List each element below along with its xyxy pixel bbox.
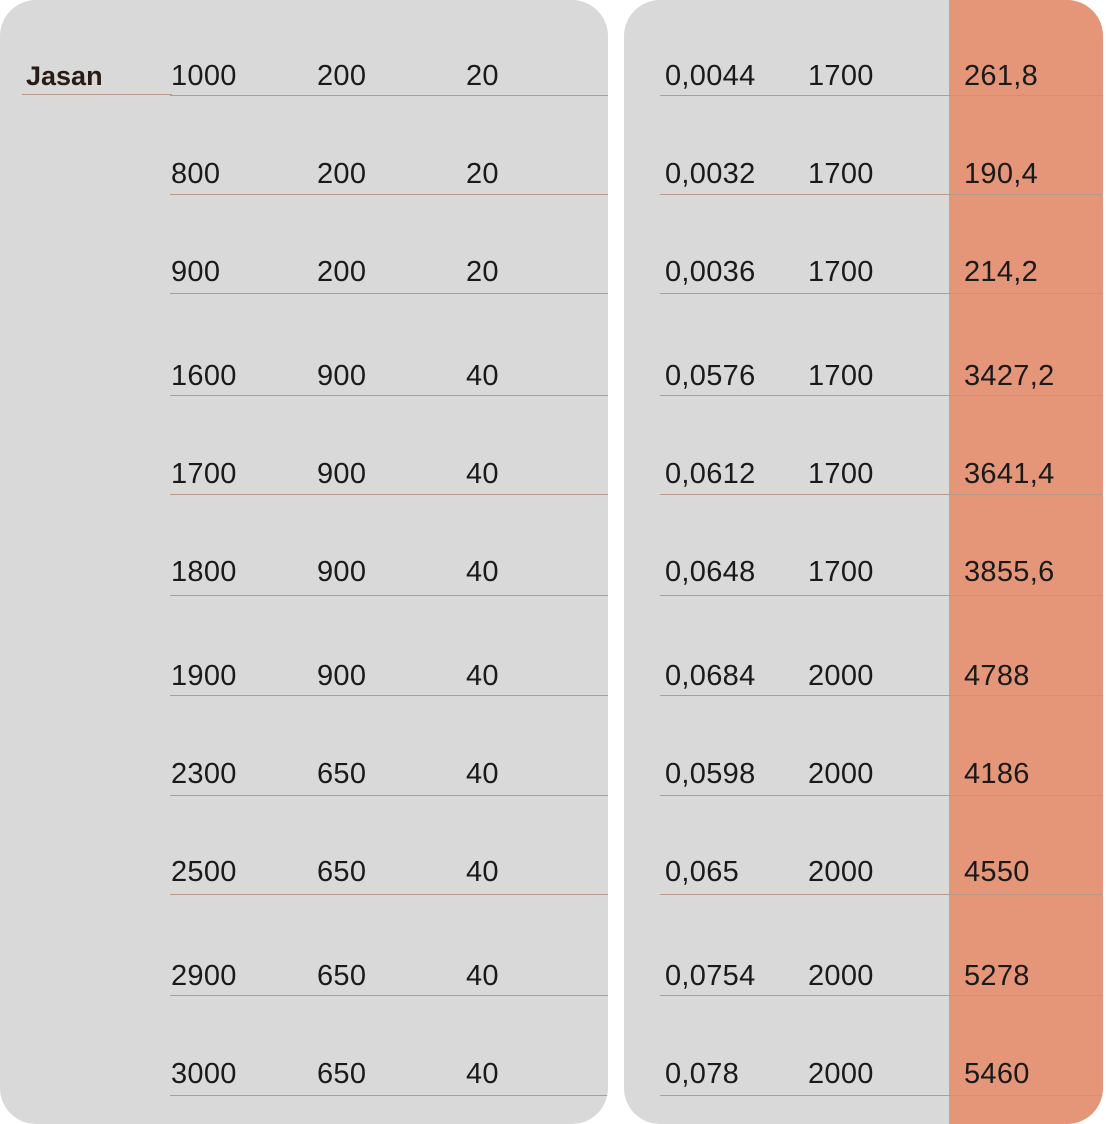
right-cell: 2000 <box>808 1058 874 1090</box>
right-cell: 1700 <box>808 60 874 92</box>
left-cell: 900 <box>317 556 367 588</box>
right-cell: 1700 <box>808 360 874 392</box>
left-cell: 2900 <box>171 960 237 992</box>
right-cell: 1700 <box>808 556 874 588</box>
left-cell: 1800 <box>171 556 237 588</box>
left-cell: 1000 <box>171 60 237 92</box>
left-cell: 40 <box>466 960 499 992</box>
left-cell: 2300 <box>171 758 237 790</box>
left-cell: 900 <box>317 458 367 490</box>
right-cell: 4788 <box>964 660 1030 692</box>
left-cell: 650 <box>317 758 367 790</box>
right-cell: 0,0598 <box>665 758 756 790</box>
left-cell: 20 <box>466 60 499 92</box>
left-cell: 40 <box>466 458 499 490</box>
left-cell: 900 <box>317 660 367 692</box>
left-row-divider <box>170 795 608 796</box>
left-cell: 200 <box>317 60 367 92</box>
species-underline <box>22 94 172 95</box>
right-cell: 0,065 <box>665 856 740 888</box>
left-cell: 1700 <box>171 458 237 490</box>
left-cell: 650 <box>317 1058 367 1090</box>
right-cell: 0,0612 <box>665 458 756 490</box>
left-cell: 40 <box>466 856 499 888</box>
left-cell: 20 <box>466 158 499 190</box>
right-row-divider <box>660 894 1103 895</box>
left-cell: 900 <box>317 360 367 392</box>
right-cell: 0,0576 <box>665 360 756 392</box>
left-row-divider <box>170 494 608 495</box>
right-cell: 1700 <box>808 256 874 288</box>
right-cell: 1700 <box>808 158 874 190</box>
right-cell: 190,4 <box>964 158 1039 190</box>
right-cell: 2000 <box>808 856 874 888</box>
right-cell: 5460 <box>964 1058 1030 1090</box>
left-cell: 200 <box>317 158 367 190</box>
right-cell: 2000 <box>808 758 874 790</box>
left-cell: 40 <box>466 660 499 692</box>
right-row-divider <box>660 395 1103 396</box>
right-cell: 261,8 <box>964 60 1039 92</box>
result-column-highlight <box>949 0 1103 1124</box>
left-row-divider <box>170 293 608 294</box>
right-row-divider <box>660 95 1103 96</box>
left-cell: 650 <box>317 856 367 888</box>
left-cell: 900 <box>171 256 221 288</box>
left-row-divider <box>170 395 608 396</box>
left-cell: 200 <box>317 256 367 288</box>
left-row-divider <box>170 95 608 96</box>
species-label: Jasan <box>26 61 103 91</box>
right-cell: 0,0032 <box>665 158 756 190</box>
results-panel: 0,0044 1700 261,8 0,0032 1700 190,4 0,0036 1700… <box>624 0 1103 1124</box>
left-row-divider <box>170 894 608 895</box>
right-cell: 214,2 <box>964 256 1039 288</box>
right-cell: 5278 <box>964 960 1030 992</box>
right-row-divider <box>660 194 1103 195</box>
right-row-divider <box>660 494 1103 495</box>
right-cell: 4550 <box>964 856 1030 888</box>
right-cell: 3641,4 <box>964 458 1055 490</box>
right-row-divider <box>660 293 1103 294</box>
left-cell: 20 <box>466 256 499 288</box>
left-cell: 1900 <box>171 660 237 692</box>
left-row-divider <box>170 1095 608 1096</box>
right-cell: 3855,6 <box>964 556 1055 588</box>
right-cell: 0,0754 <box>665 960 756 992</box>
right-row-divider <box>660 595 1103 596</box>
right-row-divider <box>660 1095 1103 1096</box>
left-row-divider <box>170 194 608 195</box>
left-cell: 40 <box>466 556 499 588</box>
left-cell: 2500 <box>171 856 237 888</box>
left-cell: 3000 <box>171 1058 237 1090</box>
right-cell: 1700 <box>808 458 874 490</box>
right-cell: 0,0036 <box>665 256 756 288</box>
right-row-divider <box>660 695 1103 696</box>
right-cell: 0,078 <box>665 1058 740 1090</box>
left-cell: 1600 <box>171 360 237 392</box>
left-cell: 40 <box>466 758 499 790</box>
left-cell: 650 <box>317 960 367 992</box>
left-cell: 40 <box>466 360 499 392</box>
left-cell: 40 <box>466 1058 499 1090</box>
right-cell: 0,0684 <box>665 660 756 692</box>
left-cell: 800 <box>171 158 221 190</box>
right-cell: 2000 <box>808 660 874 692</box>
dimensions-panel: Jasan 1000 200 20 800 200 20 900 200 20 1600 900 40… <box>0 0 608 1124</box>
right-row-divider <box>660 995 1103 996</box>
right-cell: 0,0648 <box>665 556 756 588</box>
left-row-divider <box>170 595 608 596</box>
right-cell: 2000 <box>808 960 874 992</box>
right-cell: 3427,2 <box>964 360 1055 392</box>
right-row-divider <box>660 795 1103 796</box>
right-cell: 4186 <box>964 758 1030 790</box>
left-row-divider <box>170 695 608 696</box>
right-cell: 0,0044 <box>665 60 756 92</box>
left-row-divider <box>170 995 608 996</box>
